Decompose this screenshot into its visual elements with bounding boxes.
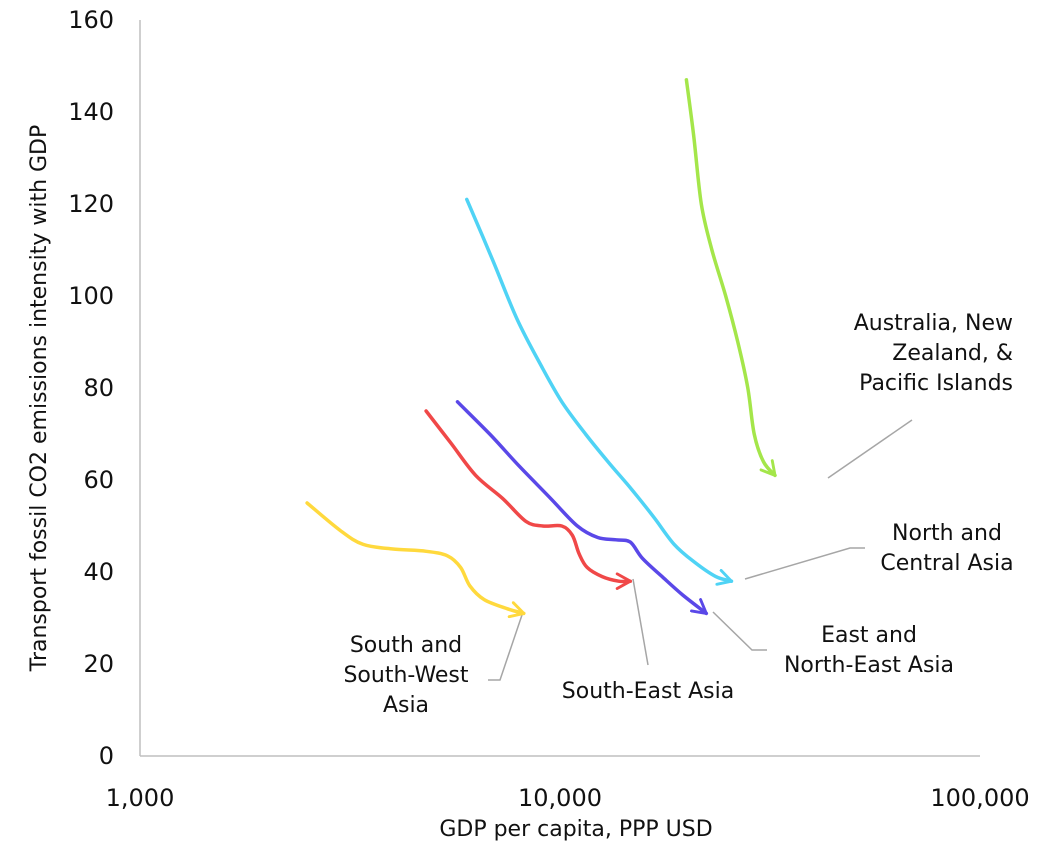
series-line xyxy=(455,400,709,616)
y-axis-title: Transport fossil CO2 emissions intensity… xyxy=(27,125,52,673)
y-tick-label: 0 xyxy=(99,742,114,770)
x-tick-label: 100,000 xyxy=(930,784,1029,812)
leader-line xyxy=(632,578,649,666)
x-tick-label: 1,000 xyxy=(106,784,175,812)
y-tick-label: 140 xyxy=(68,98,114,126)
series-label: North and Central Asia xyxy=(880,521,1013,576)
y-tick-label: 100 xyxy=(68,282,114,310)
leader-line xyxy=(488,611,524,681)
y-tick-label: 40 xyxy=(83,558,114,586)
series-label: South-East Asia xyxy=(562,679,734,704)
y-tick-label: 60 xyxy=(83,466,114,494)
leader-line xyxy=(827,419,913,479)
y-tick-label: 160 xyxy=(68,6,114,34)
series-line xyxy=(424,409,633,590)
tick-labels: 0 20 40 60 80 100 120 140 160 1,000 10,000 100,000 xyxy=(68,6,1029,812)
series-line xyxy=(305,501,526,619)
axes xyxy=(139,20,980,757)
series-label: East and North-East Asia xyxy=(784,623,954,678)
y-tick-label: 120 xyxy=(68,190,114,218)
y-tick-label: 80 xyxy=(83,374,114,402)
series-label: Australia, New Zealand, & Pacific Islands xyxy=(854,311,1013,396)
leader-line xyxy=(712,611,767,651)
series-line xyxy=(684,78,777,478)
y-tick-label: 20 xyxy=(83,650,114,678)
callouts: Australia, New Zealand, & Pacific Islands N… xyxy=(343,311,1013,718)
leader-line xyxy=(744,547,865,580)
series-label: South and South-West Asia xyxy=(343,633,468,718)
series-line xyxy=(465,197,734,586)
leader-lines xyxy=(488,419,913,681)
series-group xyxy=(305,78,777,619)
x-axis-title: GDP per capita, PPP USD xyxy=(439,817,712,842)
x-tick-label: 10,000 xyxy=(518,784,602,812)
